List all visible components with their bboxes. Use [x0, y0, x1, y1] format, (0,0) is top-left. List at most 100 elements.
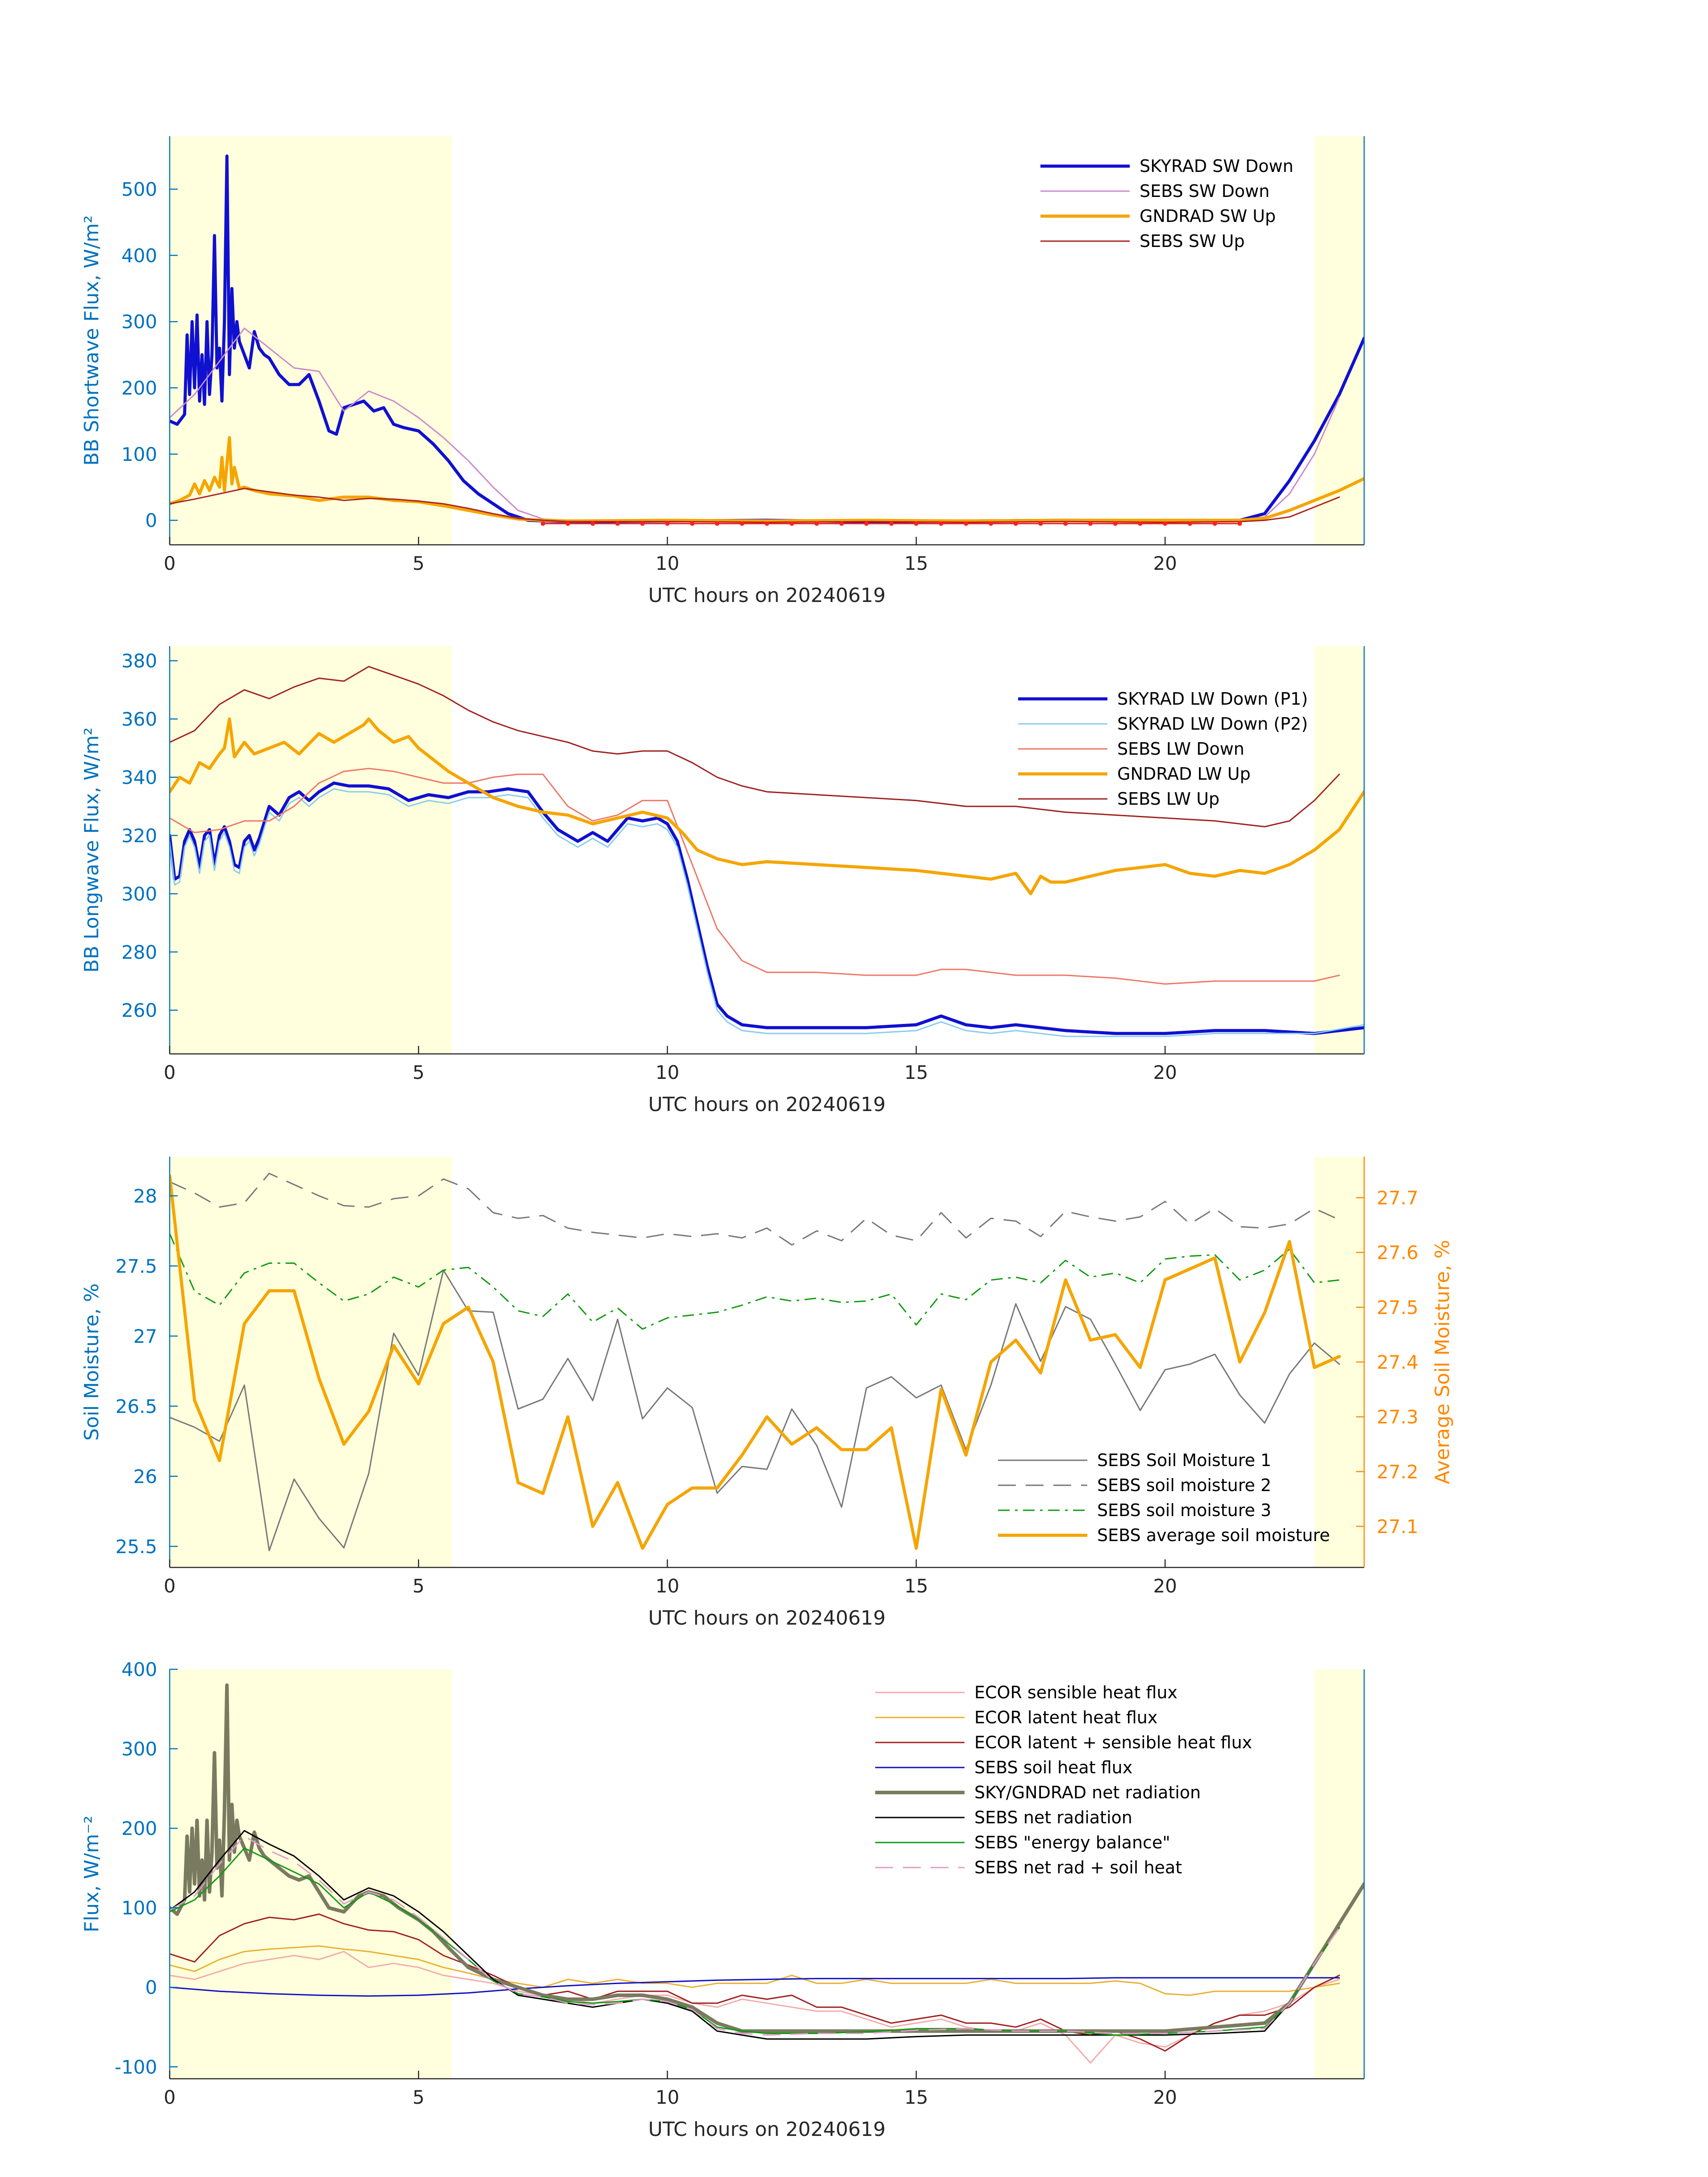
right-y-tick-label-soil-27.5: 27.5 [1377, 1296, 1419, 1318]
x-tick-label-lw-10: 10 [656, 1061, 679, 1083]
data-point-sw-4 [640, 521, 645, 526]
shortwave-x-axis-label: UTC hours on 20240619 [648, 584, 886, 607]
y-tick-label-lw-320: 320 [121, 825, 157, 847]
y-tick-label-lw-300: 300 [121, 883, 157, 905]
y-tick-label-flux-200: 200 [121, 1818, 157, 1839]
series-line-ecor-latent-heat-flux [170, 1945, 1340, 1996]
data-point-sw-7 [715, 521, 720, 526]
x-tick-label-flux-5: 5 [413, 2086, 425, 2108]
x-tick-label-sw-0: 0 [164, 552, 176, 574]
data-point-sw-25 [1163, 521, 1168, 526]
data-point-sw-9 [764, 521, 769, 526]
series-line-sebs-soil-moisture-3 [170, 1233, 1340, 1330]
y-tick-label-sw-200: 200 [121, 377, 157, 399]
data-point-sw-2 [590, 521, 595, 526]
legend-label-ecor-sensible-heat-flux: ECOR sensible heat flux [974, 1683, 1178, 1702]
x-tick-label-soil-0: 0 [164, 1575, 176, 1597]
soil-moisture-panel: 0 5 10 15 20 25.5 26 26.5 27 27.5 28 27.1 27.2 27.3 27… [80, 1157, 1454, 1630]
right-y-tick-label-soil-27.4: 27.4 [1377, 1351, 1419, 1373]
legend-label-sebs-average-soil-moisture: SEBS average soil moisture [1097, 1525, 1330, 1545]
y-tick-label-sw-100: 100 [121, 443, 157, 465]
series-line-sebs-energy-balance [170, 1847, 1340, 2036]
longwave-flux-panel: 0 5 10 15 20 260 280 300 320 340 360 380 BB Longwav… [80, 646, 1365, 1116]
y-tick-label-flux-400: 400 [121, 1659, 157, 1680]
y-tick-label-sw-300: 300 [121, 311, 157, 333]
data-point-sw-23 [1113, 521, 1118, 526]
right-y-tick-label-soil-27.6: 27.6 [1377, 1242, 1419, 1264]
longwave-y-axis-label: BB Longwave Flux, W/m² [80, 727, 103, 973]
data-point-sw-26 [1187, 521, 1192, 526]
data-point-sw-8 [739, 521, 744, 526]
flux-y-axis-label: Flux, W/m⁻² [80, 1816, 103, 1933]
data-point-sw-27 [1212, 521, 1217, 526]
series-line-skyrad-lw-down-p2 [170, 788, 1364, 1037]
series-line-sebs-lw-up [170, 666, 1340, 827]
data-point-sw-6 [690, 521, 695, 526]
legend-label-gndrad-sw-up: GNDRAD SW Up [1140, 206, 1276, 226]
y-tick-label-flux-100: 100 [121, 1897, 157, 1919]
y-tick-label-soil-27.5: 27.5 [115, 1255, 157, 1277]
data-point-sw-5 [665, 521, 670, 526]
series-line-sebs-net-rad-soil-heat [170, 1835, 1340, 2036]
series-line-gndrad-lw-up [170, 717, 1364, 895]
legend-label-sebs-net-rad-plus-soil-heat: SEBS net rad + soil heat [974, 1858, 1182, 1877]
right-y-tick-label-soil-27.1: 27.1 [1377, 1516, 1419, 1538]
y-tick-label-soil-28: 28 [134, 1185, 157, 1207]
y-tick-label-soil-26: 26 [134, 1466, 157, 1488]
y-tick-label-sw-500: 500 [121, 179, 157, 201]
shortwave-y-axis-label: BB Shortwave Flux, W/m² [80, 215, 103, 466]
soil-moisture-legend: SEBS Soil Moisture 1 SEBS soil moisture … [998, 1450, 1330, 1545]
flux-x-axis-label: UTC hours on 20240619 [648, 2118, 886, 2141]
y-tick-label-lw-340: 340 [121, 766, 157, 788]
longwave-plot-area: 0 5 10 15 20 260 280 300 320 340 360 380 [121, 646, 1365, 1083]
data-point-sw-21 [1063, 521, 1068, 526]
legend-label-sebs-soil-moisture-2: SEBS soil moisture 2 [1097, 1475, 1271, 1495]
legend-label-sebs-energy-balance: SEBS "energy balance" [974, 1833, 1170, 1852]
series-line-sebs-average-soil-moisture [170, 1174, 1341, 1550]
y-tick-label-soil-26.5: 26.5 [115, 1396, 157, 1417]
x-tick-label-sw-5: 5 [413, 552, 425, 574]
shaded-region-lw-1 [1314, 646, 1364, 1054]
y-tick-label-sw-400: 400 [121, 245, 157, 267]
data-point-sw-0 [540, 521, 545, 526]
shaded-region-flux-1 [1314, 1669, 1364, 2079]
legend-label-sebs-net-radiation: SEBS net radiation [974, 1808, 1132, 1827]
data-point-sw-11 [814, 521, 819, 526]
x-tick-label-sw-10: 10 [656, 552, 679, 574]
x-tick-label-soil-20: 20 [1153, 1575, 1177, 1597]
x-tick-label-soil-5: 5 [413, 1575, 425, 1597]
soil-moisture-x-axis-label: UTC hours on 20240619 [648, 1607, 886, 1630]
data-point-sw-17 [964, 521, 969, 526]
x-tick-label-lw-15: 15 [904, 1061, 928, 1083]
y-tick-label-flux-0: 0 [145, 1976, 157, 1998]
legend-label-sky-gndrad-net-radiation: SKY/GNDRAD net radiation [974, 1783, 1201, 1802]
data-point-sw-20 [1038, 521, 1043, 526]
series-line-ecor-latent-sensible-heat-flux [170, 1913, 1340, 2052]
series-line-skyrad-lw-down-p1 [170, 781, 1364, 1035]
x-tick-label-flux-20: 20 [1153, 2086, 1177, 2108]
legend-label-sebs-soil-moisture-1: SEBS Soil Moisture 1 [1097, 1450, 1271, 1470]
data-point-sw-3 [615, 521, 620, 526]
data-point-sw-28 [1237, 521, 1242, 526]
data-point-sw-19 [1013, 521, 1018, 526]
right-y-tick-label-soil-27.7: 27.7 [1377, 1187, 1419, 1209]
legend-label-skyrad-lw-down-p1: SKYRAD LW Down (P1) [1117, 689, 1308, 709]
legend-label-gndrad-lw-up: GNDRAD LW Up [1117, 764, 1251, 784]
legend-label-skyrad-lw-down-p2: SKYRAD LW Down (P2) [1117, 714, 1308, 734]
shaded-region-sw-1 [1314, 136, 1364, 545]
data-point-sw-18 [989, 521, 994, 526]
y-tick-label-flux--100: -100 [115, 2056, 157, 2078]
surface-flux-legend: ECOR sensible heat flux ECOR latent heat… [875, 1683, 1252, 1877]
data-point-sw-12 [839, 521, 844, 526]
series-line-ecor-sensible-heat-flux [170, 1951, 1340, 2064]
x-tick-label-lw-20: 20 [1153, 1061, 1177, 1083]
average-soil-moisture-y-axis-label: Average Soil Moisture, % [1431, 1240, 1454, 1484]
legend-label-ecor-latent-heat-flux: ECOR latent heat flux [974, 1708, 1157, 1727]
legend-label-ecor-latent-plus-sensible: ECOR latent + sensible heat flux [974, 1733, 1252, 1752]
surface-flux-plot-area: 0 5 10 15 20 -100 0 100 200 300 400 [115, 1659, 1365, 2108]
series-line-sebs-soil-moisture-2 [170, 1173, 1340, 1246]
longwave-legend: SKYRAD LW Down (P1) SKYRAD LW Down (P2) … [1018, 689, 1308, 809]
data-point-sw-10 [789, 521, 794, 526]
